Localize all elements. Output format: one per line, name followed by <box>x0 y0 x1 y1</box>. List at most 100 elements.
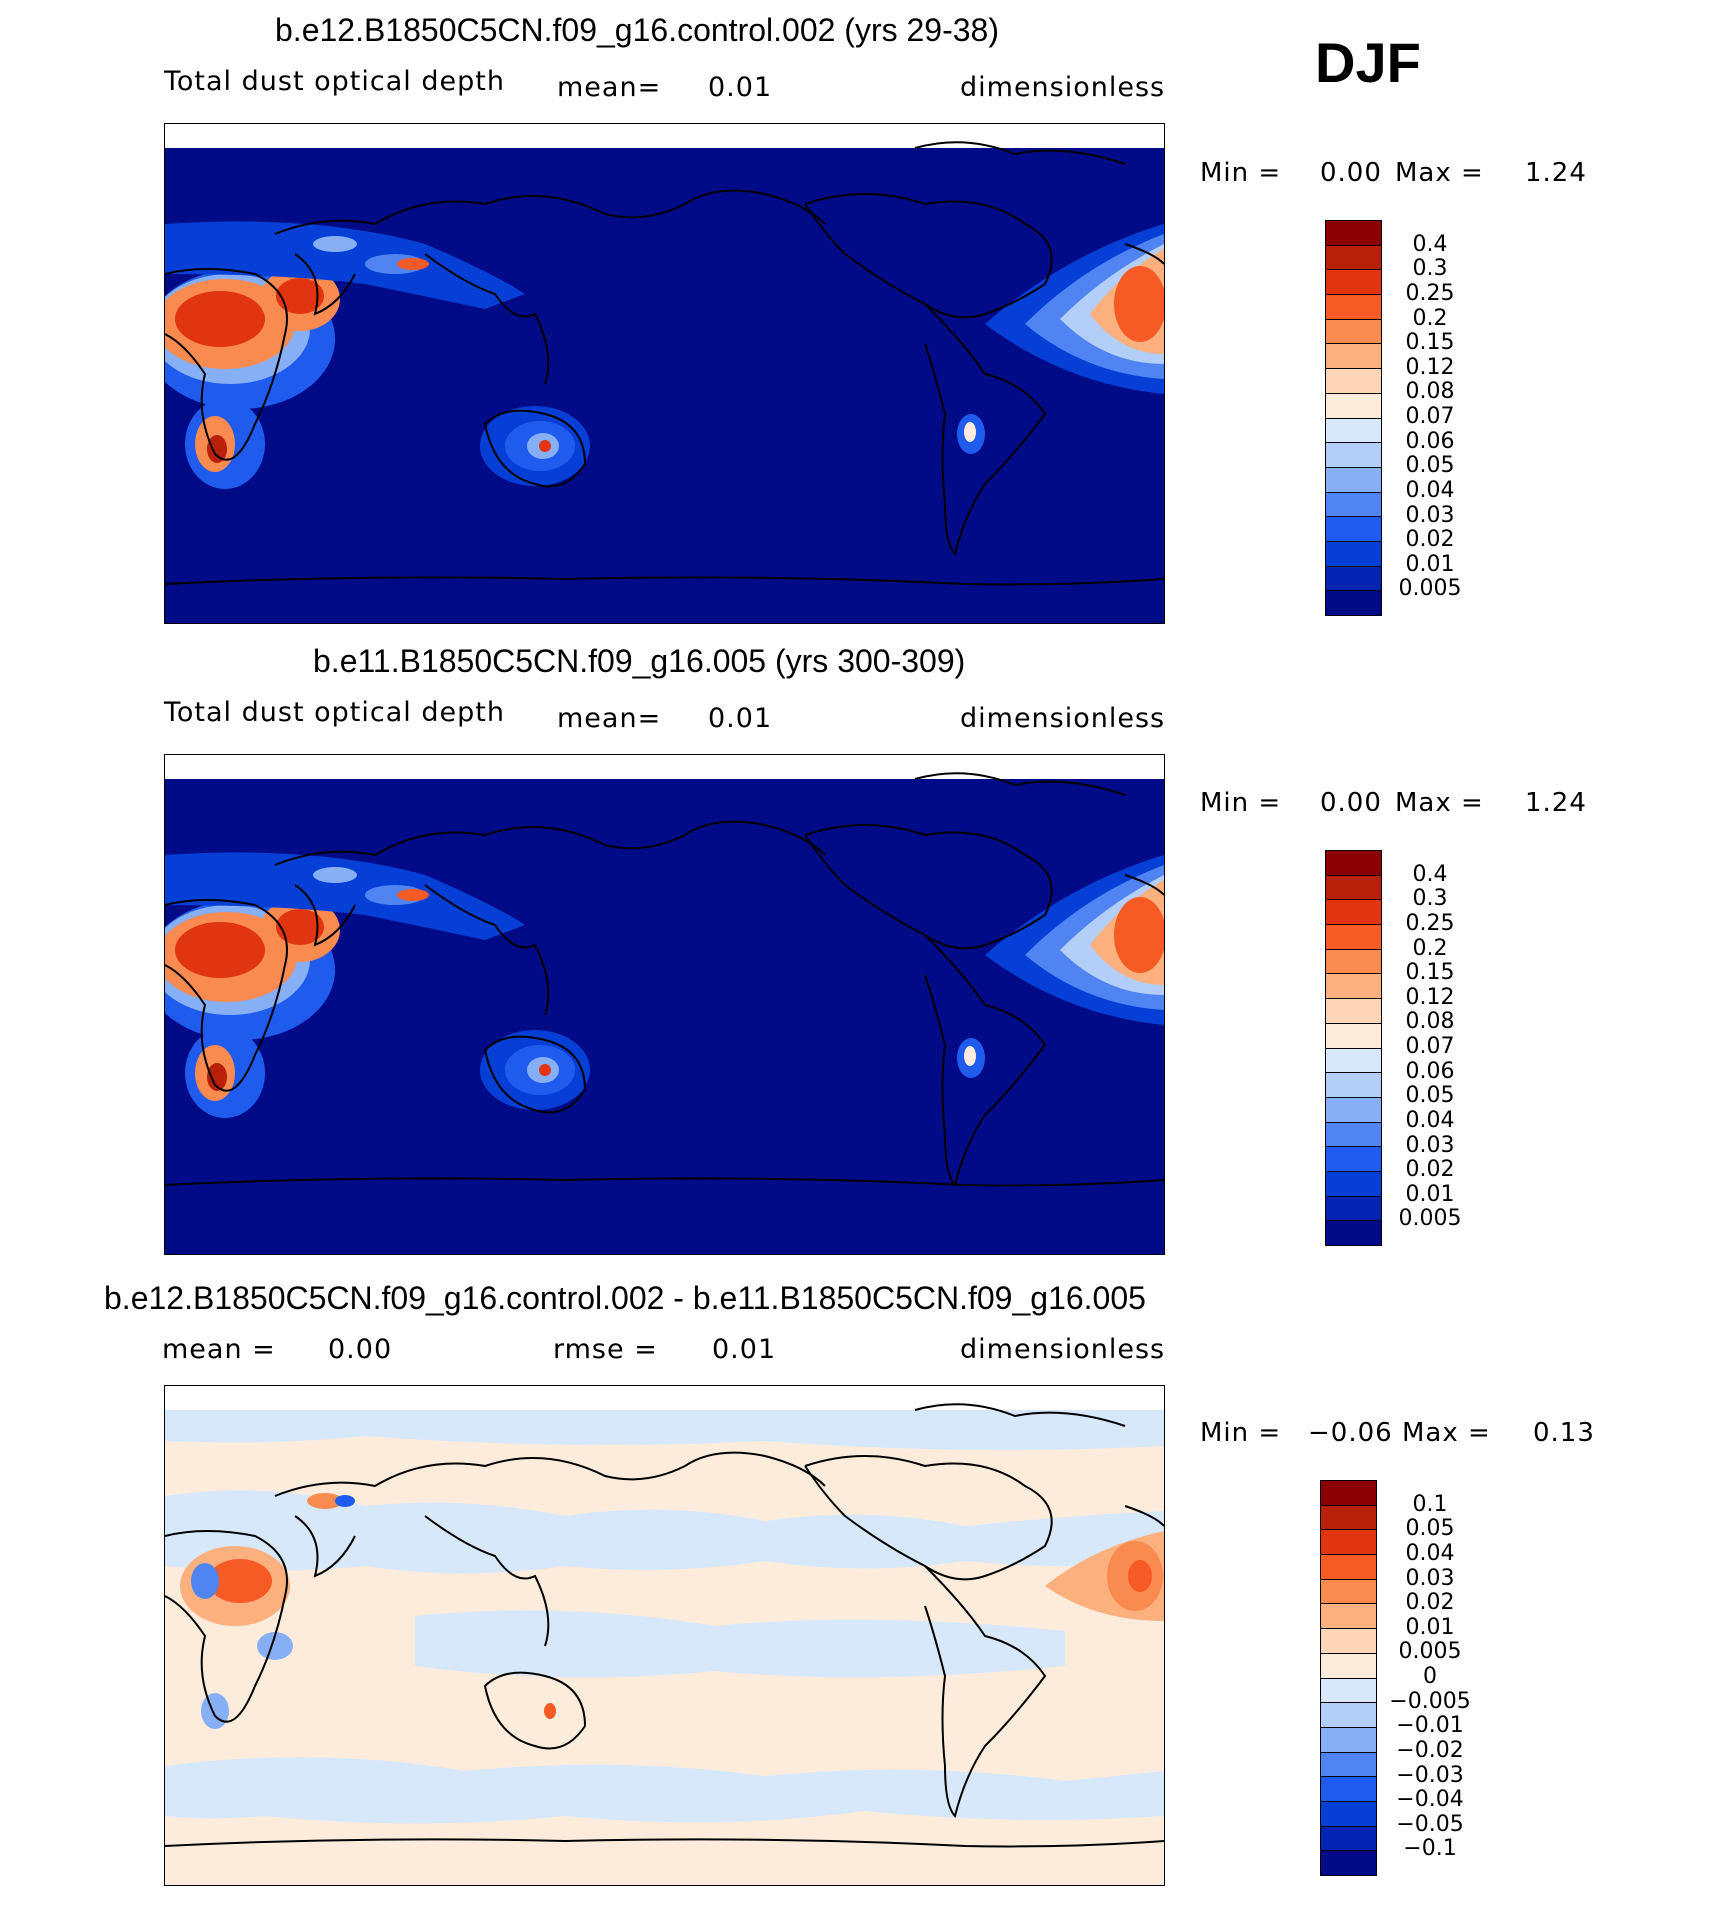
panel3-colorbar-label: −0.01 <box>1396 1713 1464 1739</box>
panel3-colorbar-label: −0.1 <box>1403 1836 1457 1862</box>
panel2-mean-value: 0.01 <box>708 703 773 734</box>
panel3-colorbar-segment <box>1321 1555 1376 1580</box>
panel1-colorbar-segment <box>1326 295 1381 320</box>
panel2-colorbar-segment <box>1326 1147 1381 1172</box>
panel1-colorbar-label: 0.005 <box>1398 576 1462 602</box>
panel2-colorbar <box>1325 850 1382 1246</box>
panel3-colorbar-segment <box>1321 1579 1376 1605</box>
panel1-colorbar-label: 0.04 <box>1405 477 1455 503</box>
panel2-colorbar-segment <box>1326 974 1381 1000</box>
panel1-colorbar-segment <box>1326 369 1381 394</box>
panel1-colorbar-label: 0.4 <box>1412 231 1448 257</box>
panel1-units: dimensionless <box>960 72 1166 103</box>
panel1-colorbar <box>1325 220 1382 616</box>
panel3-colorbar-label: −0.02 <box>1396 1737 1464 1763</box>
panel1-colorbar-labels: 0.4 0.3 0.25 0.2 0.15 0.12 0.08 0.07 0.06 0.05 0.0… <box>1385 220 1485 614</box>
panel2-min-value: 0.00 <box>1320 788 1382 818</box>
panel1-colorbar-label: 0.08 <box>1405 379 1455 405</box>
panel2-dust-atlantic <box>985 855 1164 1025</box>
panel3-colorbar <box>1320 1480 1377 1876</box>
panel1-dust-samerica <box>957 414 985 454</box>
panel2-colorbar-label: 0.07 <box>1405 1034 1455 1059</box>
panel3-colorbar-segment <box>1321 1653 1376 1679</box>
panel1-title: b.e12.B1850C5CN.f09_g16.control.002 (yrs… <box>275 12 999 48</box>
panel3-colorbar-segment <box>1321 1530 1376 1556</box>
panel1-colorbar-segment <box>1326 467 1381 493</box>
panel3-colorbar-segment <box>1321 1505 1376 1531</box>
panel2-dust-samerica <box>957 1038 985 1078</box>
panel3-coastlines <box>165 1403 1164 1848</box>
panel3-colorbar-label: 0.03 <box>1405 1565 1455 1591</box>
panel3-colorbar-segment <box>1321 1481 1376 1506</box>
panel3-colorbar-label: 0.02 <box>1405 1590 1455 1616</box>
panel1-colorbar-label: 0.25 <box>1405 280 1455 306</box>
panel1-colorbar-segment <box>1326 221 1381 246</box>
panel3-min-label: Min = <box>1200 1418 1282 1448</box>
panel2-colorbar-label: 0.03 <box>1405 1132 1455 1158</box>
panel2-colorbar-label: 0.01 <box>1405 1181 1455 1207</box>
panel2-colorbar-segment <box>1326 999 1381 1024</box>
panel3-colorbar-label: −0.005 <box>1389 1688 1471 1714</box>
panel1-colorbar-label: 0.02 <box>1405 527 1455 553</box>
panel3-max-label: Max = <box>1402 1418 1491 1448</box>
panel2-colorbar-label: 0.3 <box>1412 886 1448 912</box>
panel3-title: b.e12.B1850C5CN.f09_g16.control.002 - b.… <box>104 1280 1146 1316</box>
panel1-mean-label: mean= <box>557 72 662 103</box>
panel2-colorbar-segment <box>1326 875 1381 901</box>
panel3-mean-label: mean = <box>162 1334 276 1365</box>
panel1-colorbar-label: 0.07 <box>1405 404 1455 429</box>
panel1-colorbar-label: 0.05 <box>1405 453 1455 479</box>
panel2-colorbar-segment <box>1326 1122 1381 1148</box>
panel2-colorbar-label: 0.12 <box>1405 984 1455 1010</box>
panel3-colorbar-label: 0 <box>1423 1664 1437 1689</box>
panel2-colorbar-segment <box>1326 1196 1381 1222</box>
panel1-colorbar-segment <box>1326 541 1381 567</box>
panel3-rmse-value: 0.01 <box>712 1334 777 1365</box>
panel3-colorbar-segment <box>1321 1801 1376 1827</box>
panel3-colorbar-labels: 0.1 0.05 0.04 0.03 0.02 0.01 0.005 0 −0.005 −0.01… <box>1385 1480 1495 1874</box>
panel1-colorbar-label: 0.01 <box>1405 551 1455 577</box>
panel2-variable: Total dust optical depth <box>164 697 505 728</box>
panel1-colorbar-segment <box>1326 270 1381 296</box>
panel3-colorbar-label: 0.1 <box>1412 1491 1448 1517</box>
panel2-colorbar-segment <box>1326 1073 1381 1098</box>
panel1-colorbar-segment <box>1326 517 1381 542</box>
panel2-map <box>164 754 1165 1255</box>
panel1-colorbar-segment <box>1326 492 1381 518</box>
panel3-colorbar-segment <box>1321 1629 1376 1654</box>
panel1-colorbar-segment <box>1326 319 1381 345</box>
panel3-colorbar-label: −0.03 <box>1396 1762 1464 1788</box>
panel3-colorbar-label: 0.04 <box>1405 1540 1455 1566</box>
panel1-colorbar-segment <box>1326 591 1381 615</box>
panel1-colorbar-segment <box>1326 418 1381 444</box>
panel3-mean-value: 0.00 <box>328 1334 393 1365</box>
panel2-colorbar-label: 0.02 <box>1405 1157 1455 1183</box>
panel3-colorbar-label: −0.04 <box>1396 1787 1464 1813</box>
panel2-colorbar-segment <box>1326 851 1381 876</box>
panel1-map <box>164 123 1165 624</box>
panel2-min-label: Min = <box>1200 788 1282 818</box>
panel3-colorbar-segment <box>1321 1703 1376 1728</box>
panel3-units: dimensionless <box>960 1334 1166 1365</box>
panel1-colorbar-label: 0.03 <box>1405 502 1455 528</box>
panel1-max-label: Max = <box>1395 158 1484 188</box>
panel2-mean-label: mean= <box>557 703 662 734</box>
panel3-rmse-label: rmse = <box>553 1334 658 1365</box>
panel3-colorbar-label: 0.05 <box>1405 1516 1455 1542</box>
panel1-dust-australia <box>480 406 590 486</box>
panel3-colorbar-segment <box>1321 1752 1376 1778</box>
panel2-colorbar-label: 0.08 <box>1405 1009 1455 1035</box>
panel2-colorbar-label: 0.06 <box>1405 1058 1455 1084</box>
panel2-colorbar-label: 0.4 <box>1412 861 1448 887</box>
panel3-colorbar-segment <box>1321 1777 1376 1802</box>
panel2-colorbar-segment <box>1326 1097 1381 1123</box>
panel2-max-label: Max = <box>1395 788 1484 818</box>
panel3-colorbar-label: −0.05 <box>1396 1811 1464 1837</box>
panel2-colorbar-segment <box>1326 1221 1381 1245</box>
panel2-dust-africa <box>165 852 525 1118</box>
panel2-coastlines <box>165 772 1164 1187</box>
panel2-colorbar-label: 0.2 <box>1412 935 1448 961</box>
panel3-colorbar-label: 0.01 <box>1405 1614 1455 1640</box>
panel1-colorbar-label: 0.15 <box>1405 330 1455 356</box>
panel3-colorbar-segment <box>1321 1678 1376 1704</box>
